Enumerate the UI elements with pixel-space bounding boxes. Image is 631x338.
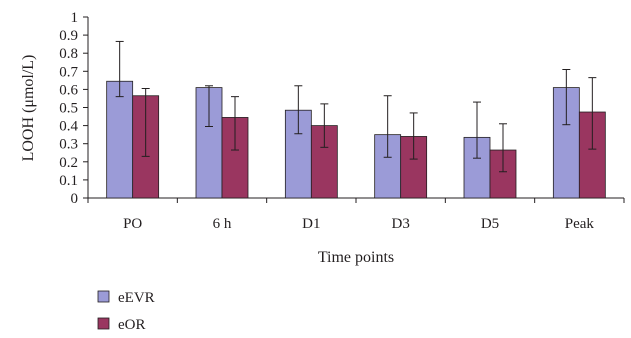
y-tick-label: 0.3 [59, 137, 78, 153]
error-bars [115, 40, 597, 173]
bar-eevr [374, 134, 402, 199]
y-axis-ticks: 0 0.1 0.2 0.3 0.4 0.5 0.6 0.7 0.8 0.9 1 [59, 10, 88, 207]
legend-swatch [97, 317, 110, 330]
axes [87, 17, 624, 199]
y-tick-label: 0.9 [59, 28, 78, 44]
y-tick-label: 0.8 [59, 46, 78, 62]
x-tick-label: D5 [481, 216, 499, 232]
y-tick-label: 1 [71, 10, 79, 26]
legend: eEVR eOR [97, 290, 155, 333]
bar-eevr [106, 80, 134, 199]
y-tick-label: 0.7 [59, 64, 78, 80]
bar-eevr [552, 87, 580, 199]
x-axis-ticks: PO 6 h D1 D3 D5 Peak [87, 198, 625, 232]
x-tick-label: 6 h [213, 216, 232, 232]
y-tick-label: 0 [71, 191, 79, 207]
bar-eevr [195, 87, 223, 199]
y-tick-label: 0.4 [59, 119, 78, 135]
y-axis-title: LOOH (μmol/L) [20, 55, 37, 162]
legend-swatch [97, 290, 110, 303]
x-tick-label: D1 [302, 216, 320, 232]
legend-label: eOR [118, 317, 146, 333]
y-tick-label: 0.1 [59, 173, 78, 189]
x-tick-label: Peak [565, 216, 595, 232]
x-axis-title: Time points [318, 249, 394, 266]
bars [106, 80, 606, 199]
x-tick-label: D3 [391, 216, 409, 232]
y-tick-label: 0.6 [59, 82, 78, 98]
y-tick-label: 0.2 [59, 155, 78, 171]
y-tick-label: 0.5 [59, 101, 78, 117]
x-tick-label: PO [123, 216, 142, 232]
legend-label: eEVR [118, 290, 155, 306]
